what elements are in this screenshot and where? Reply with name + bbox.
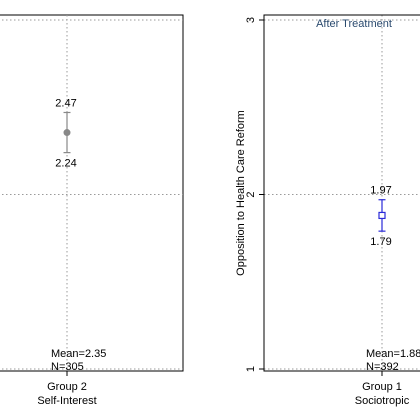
- mean-annotation: Mean=2.35: [51, 348, 106, 360]
- y-tick-label: 2: [245, 191, 257, 197]
- x-tick-label-name: Self-Interest: [37, 395, 96, 407]
- n-annotation: N=392: [366, 361, 399, 373]
- n-annotation: N=305: [51, 361, 84, 373]
- upper-bound-label: 2.47: [55, 97, 76, 109]
- right-panel: After Treatment Opposition to Health Car…: [235, 14, 420, 407]
- upper-bound-label: 1.97: [370, 185, 391, 197]
- y-tick-label: 3: [245, 17, 257, 23]
- x-tick-label-group: Group 2: [47, 381, 87, 393]
- right-marks: 1.97 1.79 Mean=1.88N=392: [366, 185, 420, 373]
- left-marks: 2.47 2.24 Mean=2.35N=305: [51, 97, 106, 373]
- right-gridlines: [264, 15, 420, 371]
- right-y-axis: 1 2 3: [245, 17, 264, 372]
- mean-point: [378, 211, 386, 220]
- left-x-axis: Group 2 Self-Interest: [37, 371, 97, 407]
- lower-bound-label: 1.79: [370, 236, 391, 248]
- mean-point: [63, 129, 71, 137]
- left-gridlines: [0, 15, 183, 371]
- right-x-axis: Group 1 Sociotropic: [355, 371, 410, 407]
- left-panel: 2.47 2.24 Mean=2.35N=305 Group 2 Self-Inter…: [0, 14, 184, 407]
- chart-title: After Treatment: [316, 18, 392, 30]
- lower-bound-label: 2.24: [55, 158, 76, 170]
- right-plot-frame: [263, 14, 420, 372]
- y-tick-label: 1: [245, 366, 257, 372]
- y-axis-label: Opposition to Health Care Reform: [235, 110, 247, 276]
- x-tick-label-name: Sociotropic: [355, 395, 410, 407]
- x-tick-label-group: Group 1: [362, 381, 402, 393]
- mean-annotation: Mean=1.88: [366, 348, 420, 360]
- left-plot-frame: [0, 14, 184, 372]
